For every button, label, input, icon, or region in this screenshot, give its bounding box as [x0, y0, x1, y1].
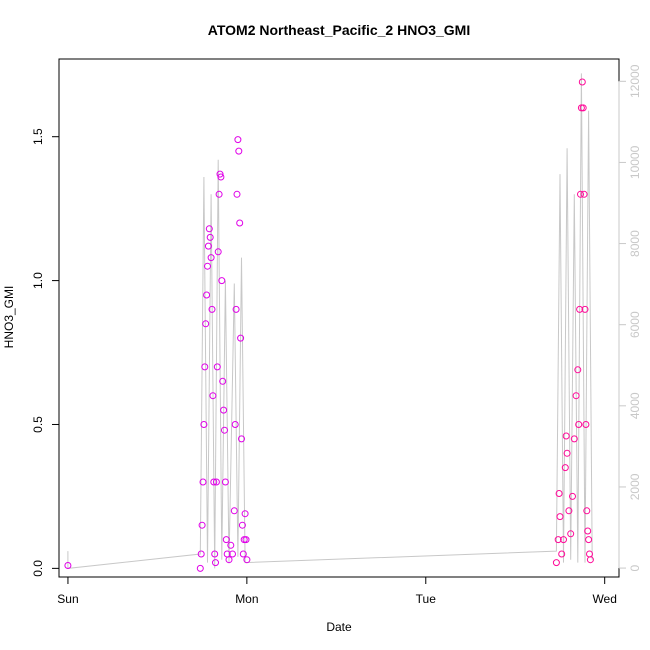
data-point-0-26 — [219, 377, 227, 385]
data-point-0-28 — [221, 426, 228, 434]
data-point-1-15 — [575, 421, 583, 428]
y-tick-label-0: 0.0 — [31, 560, 45, 577]
data-point-0-41 — [236, 219, 244, 227]
data-point-1-21 — [580, 190, 588, 198]
data-point-0-15 — [209, 392, 217, 400]
data-point-0-39 — [234, 136, 242, 144]
x-tick-label-2: Tue — [416, 592, 437, 606]
data-point-0-14 — [208, 305, 216, 313]
data-point-1-9 — [565, 507, 573, 515]
data-point-1-16 — [576, 305, 584, 313]
y-tick-label-3: 1.5 — [31, 128, 45, 145]
y2-tick-label-0: 0 — [628, 564, 642, 571]
data-point-0-6 — [201, 363, 209, 371]
data-point-0-10 — [204, 242, 212, 250]
data-point-0-22 — [215, 190, 223, 198]
x-tick-label-0: Sun — [57, 592, 78, 606]
data-point-0-17 — [211, 550, 219, 558]
y-tick-label-2: 1.0 — [31, 272, 45, 289]
data-point-1-10 — [567, 530, 575, 538]
data-point-0-40 — [235, 147, 243, 155]
data-point-0-47 — [241, 510, 249, 518]
data-point-1-11 — [569, 492, 576, 500]
data-point-0-7 — [202, 320, 210, 328]
data-point-0-37 — [232, 305, 240, 313]
data-point-0-34 — [229, 550, 236, 558]
data-point-1-2 — [555, 490, 563, 497]
data-point-0-9 — [204, 262, 211, 270]
secondary-line — [67, 73, 593, 569]
data-point-0-20 — [213, 363, 221, 371]
data-point-0-11 — [205, 225, 213, 233]
data-point-1-4 — [558, 550, 566, 558]
data-point-0-48 — [242, 536, 250, 544]
secondary-line-layer — [67, 73, 593, 569]
y2-tick-label-1: 2000 — [628, 473, 642, 500]
data-point-0-24 — [217, 173, 225, 181]
y2-tick-label-6: 12000 — [628, 64, 642, 98]
data-point-0-45 — [239, 550, 247, 558]
y-axis-label: HNO3_GMI — [2, 286, 16, 349]
data-point-0-21 — [214, 248, 222, 256]
data-point-0-12 — [206, 233, 214, 241]
data-point-0-29 — [221, 478, 229, 486]
data-point-0-25 — [218, 277, 226, 285]
data-point-0-42 — [237, 334, 245, 342]
data-point-0-18 — [212, 559, 219, 567]
data-points-layer — [64, 78, 594, 572]
data-point-1-8 — [563, 449, 571, 457]
data-point-0-16 — [210, 478, 218, 486]
data-point-1-14 — [574, 366, 582, 374]
data-point-1-5 — [560, 536, 567, 544]
data-point-1-1 — [554, 536, 562, 544]
y-tick-label-1: 0.5 — [31, 416, 45, 433]
data-point-0-19 — [212, 478, 220, 486]
data-point-1-25 — [584, 527, 592, 535]
data-point-1-28 — [586, 556, 594, 564]
data-point-0-1 — [196, 564, 204, 572]
data-point-0-5 — [200, 421, 208, 428]
data-point-1-24 — [583, 507, 591, 515]
data-point-0-4 — [199, 478, 207, 486]
y2-tick-label-2: 4000 — [628, 392, 642, 419]
data-point-0-8 — [203, 291, 211, 299]
data-point-1-20 — [579, 104, 587, 112]
data-point-0-32 — [225, 556, 233, 564]
chart-title: ATOM2 Northeast_Pacific_2 HNO3_GMI — [208, 22, 470, 38]
data-point-0-3 — [198, 521, 206, 529]
data-point-0-0 — [64, 562, 72, 569]
x-tick-label-1: Mon — [235, 592, 258, 606]
data-point-0-43 — [238, 435, 245, 443]
data-point-1-12 — [570, 435, 578, 443]
data-point-0-36 — [231, 421, 239, 428]
data-point-0-38 — [233, 190, 241, 198]
data-point-0-30 — [222, 536, 230, 544]
data-point-0-35 — [230, 507, 238, 515]
data-point-0-44 — [238, 521, 246, 529]
axes-layer: Sun Mon Tue Wed 0.0 0.5 1.0 1.5 0 2000 4000 6000 800… — [31, 64, 642, 606]
data-point-1-0 — [552, 559, 560, 567]
x-axis-label: Date — [326, 620, 352, 634]
data-point-0-33 — [227, 541, 235, 549]
data-point-1-13 — [572, 392, 580, 400]
data-point-1-7 — [562, 432, 570, 440]
data-point-0-2 — [197, 550, 205, 558]
data-point-1-17 — [577, 190, 584, 198]
data-point-0-13 — [207, 254, 215, 262]
data-point-1-22 — [581, 305, 589, 313]
data-point-1-26 — [585, 536, 593, 544]
data-point-1-19 — [578, 78, 586, 86]
data-point-1-3 — [556, 513, 564, 521]
data-point-0-49 — [243, 556, 251, 564]
y2-tick-label-4: 8000 — [628, 230, 642, 257]
data-point-1-6 — [561, 464, 569, 472]
x-tick-label-3: Wed — [592, 592, 616, 606]
data-point-0-23 — [216, 170, 224, 178]
data-point-1-23 — [582, 421, 590, 428]
data-point-0-27 — [220, 406, 228, 414]
y2-tick-label-3: 6000 — [628, 311, 642, 338]
y2-tick-label-5: 10000 — [628, 145, 642, 179]
